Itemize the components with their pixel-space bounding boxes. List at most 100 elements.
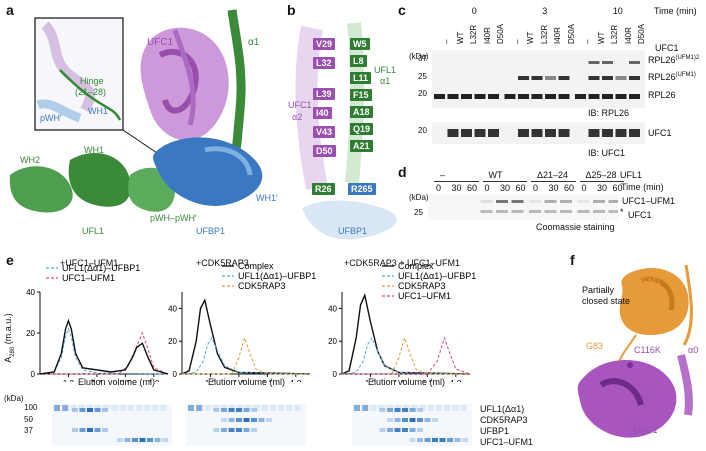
- ufl1-alpha1-helix: [226, 9, 246, 168]
- label-hinge-range: (21–28): [75, 87, 107, 97]
- c-band-ufc1: [602, 129, 613, 137]
- d-band-ufc1: [544, 210, 557, 213]
- gel-marker-lane: [460, 405, 467, 411]
- c-band-ufc1: [545, 129, 556, 137]
- c-band-rpl26-ufm1: [615, 76, 627, 80]
- d-time: 60: [467, 183, 478, 193]
- c-band-rpl26-ufm1-2: [602, 61, 613, 64]
- c-marker-bottom: 20: [418, 126, 427, 135]
- c-marker: 37: [418, 54, 427, 63]
- c-lane-label: D50A: [496, 23, 505, 44]
- label-wh1-prime: WH1′: [256, 193, 278, 203]
- d-band-ufc1: [480, 210, 493, 213]
- gel-band: [409, 408, 416, 412]
- d-time-label: Time (min): [621, 182, 664, 192]
- d-group-label: Δ25–28: [585, 170, 617, 180]
- label-wh1: WH1: [84, 145, 104, 155]
- label-wh1-prime-inset: WH1′: [88, 106, 110, 116]
- gel-marker-lane: [378, 405, 385, 411]
- d-kda-label: (kDa): [409, 193, 429, 202]
- chromatogram-2: 0 20 40 1.2 1.4 1.6 1.8 ComplexUFL1(Δα1)–UFBP1C…: [328, 262, 476, 382]
- f-c116k: C116K: [634, 345, 661, 355]
- gel-band: [454, 438, 461, 442]
- d-group-bar: [434, 181, 479, 182]
- gel-band: [394, 418, 401, 422]
- gel-band: [221, 408, 227, 412]
- ufc1-residue: L39: [313, 88, 335, 100]
- c-band-rpl26: [504, 94, 516, 99]
- gel-marker-lane: [452, 405, 459, 411]
- gel-band: [417, 418, 423, 422]
- gel-band: [139, 438, 146, 442]
- label-wh2: WH2: [20, 155, 40, 165]
- panel-label-c: c: [398, 2, 406, 18]
- y-tick-label: 0: [173, 370, 178, 379]
- ufc1-residue: V29: [313, 38, 336, 50]
- d-band-ufc1-ufm1: [496, 200, 508, 203]
- gel-marker-lane: [253, 405, 260, 411]
- c-band-label-1: RPL26(UFM1): [648, 72, 696, 82]
- series-line: [342, 336, 471, 375]
- gel-band: [94, 408, 101, 412]
- gel-marker-lane: [354, 405, 360, 411]
- label-ufc1-alpha2-line1: UFC1: [288, 100, 312, 110]
- gel-marker-lane: [152, 405, 159, 411]
- ufl1-residue: W5: [350, 38, 370, 50]
- c-band-ufc1: [558, 129, 570, 137]
- gel-band: [266, 418, 272, 422]
- ufc1-residue: I40: [313, 107, 332, 119]
- gel-marker-lane: [160, 405, 167, 411]
- series-line: [40, 331, 169, 375]
- f-alpha0: α0: [688, 345, 699, 355]
- gel-marker-lane: [127, 405, 134, 411]
- e-gel-2: [352, 404, 472, 446]
- c-lane-label: WT: [596, 31, 606, 44]
- c-band-rpl26: [447, 94, 459, 99]
- f-state-line2: closed state: [582, 296, 631, 306]
- d-band-label-1: UFC1: [628, 210, 652, 220]
- f-ufm1: UFM1: [636, 276, 661, 286]
- gel-band: [236, 428, 242, 432]
- e-title-0: +UFC1–UFM1: [60, 258, 119, 268]
- x-tick-label: 1.8: [290, 379, 302, 382]
- c-lane-label: I40R: [482, 27, 492, 44]
- c-band-ufc1: [518, 129, 529, 137]
- gel-band: [213, 408, 220, 412]
- e-gel-band-0: UFL1(Δα1): [480, 404, 525, 414]
- legend-label: UFL1(Δα1)–UFBP1: [398, 271, 476, 281]
- gel-band: [243, 408, 250, 412]
- gel-marker-lane: [427, 405, 434, 411]
- label-alpha1: α1: [248, 37, 260, 48]
- c-band-rpl26: [629, 94, 640, 99]
- c-lane-label: I40R: [623, 27, 633, 44]
- x-tick-label: 1.2: [205, 379, 217, 382]
- gel-band: [409, 428, 416, 432]
- e-chromatograms: 020401.21.41.61.8UFL1(Δα1)–UFBP1UFC1–UFM…: [26, 262, 476, 382]
- x-tick-label: 1.6: [262, 379, 274, 382]
- gel-marker-lane: [119, 405, 126, 411]
- x-tick-label: 1.6: [422, 379, 434, 382]
- c-band-rpl26: [588, 94, 600, 99]
- gel-marker-lane: [278, 405, 285, 411]
- x-tick-label: 1.6: [120, 379, 132, 382]
- legend-label: UFL1(Δα1)–UFBP1: [62, 263, 140, 273]
- c-band-rpl26: [488, 94, 499, 99]
- gel-band: [409, 438, 416, 442]
- gel-band: [102, 408, 108, 412]
- series-line: [181, 298, 311, 375]
- series-line: [39, 327, 169, 375]
- c-time-group: 0: [471, 6, 477, 16]
- series-line: [181, 336, 311, 375]
- x-tick-label: 1.2: [365, 379, 377, 382]
- c-band-ufc1: [461, 129, 472, 137]
- d-band-ufc1: [593, 210, 605, 213]
- panel-label-e: e: [6, 252, 14, 268]
- gel-marker-lane: [286, 405, 293, 411]
- d-time: 0: [436, 183, 442, 193]
- c-band-rpl26-ufm1: [531, 76, 543, 80]
- c-lane-label: I40R: [553, 27, 562, 44]
- d-band-ufc1-ufm1: [593, 200, 605, 203]
- d-time: 30: [548, 183, 559, 193]
- gel-band: [417, 438, 423, 442]
- d-band-ufc1: [511, 210, 524, 213]
